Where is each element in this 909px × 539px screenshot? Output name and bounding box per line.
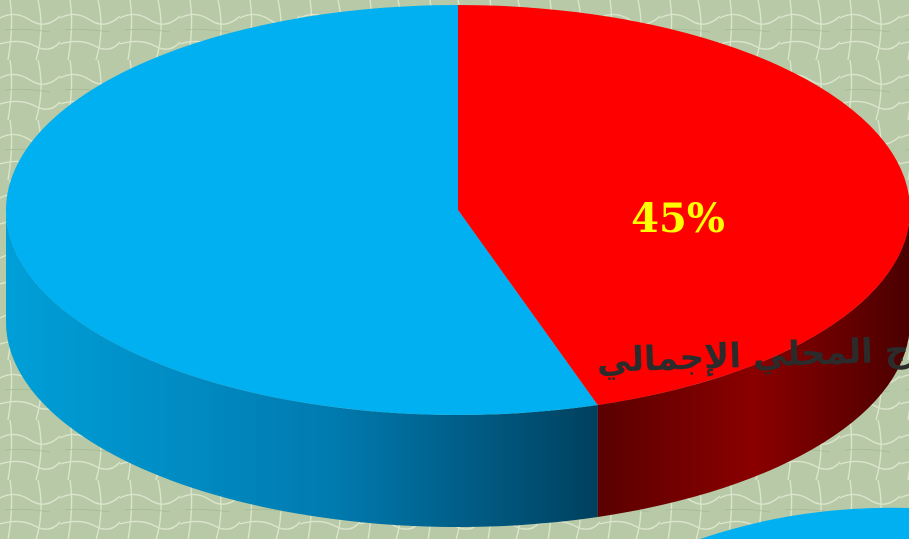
slice-top-0 (458, 5, 909, 405)
slice-side-0 (597, 223, 909, 517)
slice-label-45: 45% (631, 195, 725, 242)
pie-group (5, 5, 909, 528)
background-pie-edge (700, 507, 909, 539)
slice-side-1 (6, 210, 598, 528)
slice-top-1 (5, 5, 598, 415)
